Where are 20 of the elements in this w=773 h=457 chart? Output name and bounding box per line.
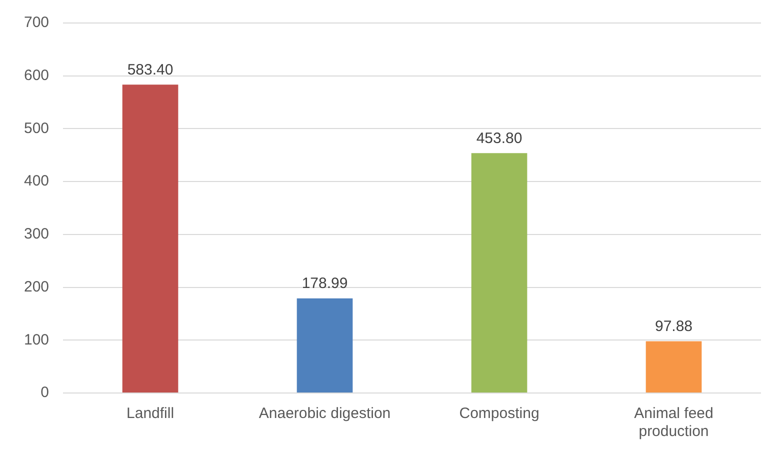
- y-tick-label: 200: [24, 278, 50, 296]
- bar: [122, 84, 178, 392]
- bar: [471, 153, 528, 392]
- y-tick-label: 100: [24, 331, 50, 348]
- data-label: 178.99: [302, 275, 348, 292]
- x-tick-label: Composting: [459, 405, 540, 422]
- y-tick-label: 500: [24, 120, 50, 137]
- y-tick-label: 300: [24, 226, 50, 243]
- x-tick-label: Landfill: [126, 405, 174, 422]
- y-tick-label: 0: [40, 384, 50, 402]
- bar: [296, 298, 353, 392]
- data-label: 97.88: [654, 318, 693, 335]
- x-tick-label: Animal feed production: [634, 405, 714, 440]
- x-tick-label: Anaerobic digestion: [258, 405, 391, 422]
- data-label: 453.80: [476, 130, 522, 147]
- data-label: 583.40: [127, 61, 174, 78]
- y-tick-label: 700: [24, 14, 50, 32]
- y-tick-label: 400: [24, 172, 50, 190]
- y-tick-label: 600: [24, 67, 50, 84]
- bar: [646, 341, 702, 392]
